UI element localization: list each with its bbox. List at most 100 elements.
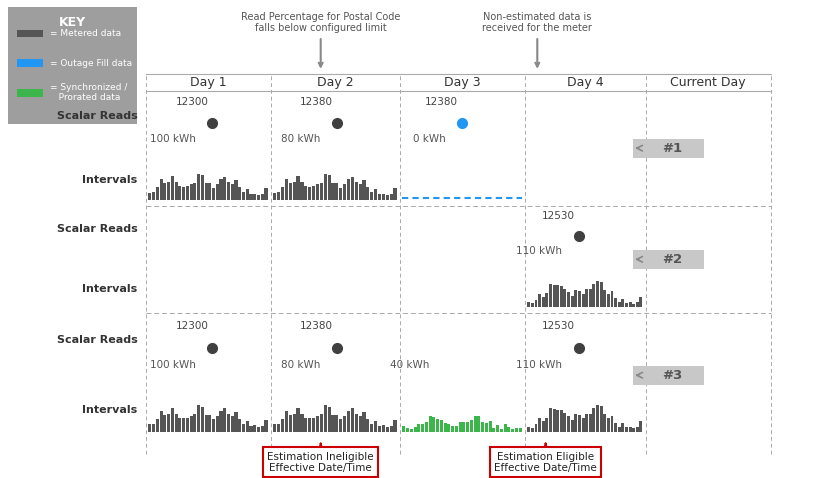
- Bar: [189, 184, 192, 200]
- Bar: [382, 425, 385, 432]
- Bar: [193, 183, 197, 200]
- Bar: [432, 417, 436, 432]
- Text: Read Percentage for Postal Code
falls below configured limit: Read Percentage for Postal Code falls be…: [241, 12, 401, 66]
- Bar: [332, 415, 335, 432]
- Bar: [250, 194, 252, 200]
- Bar: [500, 429, 503, 432]
- Bar: [281, 419, 284, 432]
- Bar: [265, 188, 267, 200]
- Bar: [208, 183, 212, 200]
- Bar: [297, 408, 300, 432]
- Bar: [488, 421, 491, 432]
- Bar: [592, 284, 596, 307]
- Bar: [571, 295, 574, 307]
- Bar: [204, 184, 207, 200]
- Bar: [578, 415, 581, 432]
- Bar: [443, 423, 446, 432]
- Bar: [538, 418, 541, 432]
- Bar: [231, 416, 234, 432]
- Bar: [292, 413, 296, 432]
- Bar: [436, 419, 439, 432]
- Text: Intervals: Intervals: [82, 284, 137, 294]
- Bar: [481, 422, 484, 432]
- Bar: [301, 182, 303, 200]
- Bar: [370, 193, 373, 200]
- Bar: [234, 180, 237, 200]
- Bar: [17, 59, 43, 67]
- Bar: [320, 183, 323, 200]
- Bar: [227, 414, 230, 432]
- Bar: [527, 303, 531, 307]
- Bar: [393, 188, 397, 200]
- Bar: [585, 413, 588, 432]
- Bar: [574, 414, 577, 432]
- Text: Current Day: Current Day: [671, 76, 746, 89]
- Text: Scalar Reads: Scalar Reads: [57, 336, 137, 346]
- Bar: [618, 426, 621, 432]
- Bar: [347, 179, 350, 200]
- Bar: [621, 299, 624, 307]
- Bar: [231, 184, 234, 200]
- Bar: [625, 303, 628, 307]
- Bar: [410, 429, 413, 432]
- Bar: [163, 415, 167, 432]
- Bar: [327, 175, 331, 200]
- Bar: [358, 416, 362, 432]
- Bar: [611, 292, 613, 307]
- Bar: [238, 419, 242, 432]
- Bar: [560, 286, 563, 307]
- Bar: [417, 424, 421, 432]
- Bar: [178, 186, 182, 200]
- Text: 12530: 12530: [541, 211, 575, 221]
- Bar: [186, 186, 189, 200]
- Bar: [335, 183, 338, 200]
- Bar: [603, 290, 606, 307]
- Text: Intervals: Intervals: [82, 175, 137, 185]
- Bar: [208, 415, 212, 432]
- Text: Estimation Eligible
Effective Date/Time: Estimation Eligible Effective Date/Time: [494, 444, 597, 473]
- Bar: [197, 174, 200, 200]
- Text: 80 kWh: 80 kWh: [282, 134, 321, 144]
- Text: Scalar Reads: Scalar Reads: [57, 224, 137, 234]
- Bar: [358, 184, 362, 200]
- Bar: [625, 427, 628, 432]
- Bar: [193, 414, 197, 432]
- Bar: [556, 410, 559, 432]
- Bar: [250, 426, 252, 432]
- Bar: [220, 179, 222, 200]
- Text: 12300: 12300: [176, 98, 208, 107]
- Bar: [171, 408, 174, 432]
- Bar: [589, 413, 591, 432]
- Bar: [156, 187, 159, 200]
- Bar: [556, 285, 559, 307]
- Bar: [585, 289, 588, 307]
- Bar: [212, 188, 215, 200]
- Text: 110 kWh: 110 kWh: [516, 246, 562, 256]
- Text: Estimation Ineligible
Effective Date/Time: Estimation Ineligible Effective Date/Tim…: [267, 444, 374, 473]
- Bar: [541, 421, 545, 432]
- Bar: [614, 298, 617, 307]
- Bar: [386, 196, 389, 200]
- Bar: [289, 183, 292, 200]
- Bar: [201, 407, 204, 432]
- Bar: [374, 421, 377, 432]
- Bar: [607, 418, 610, 432]
- Bar: [304, 418, 307, 432]
- Text: = Synchronized /
   Prorated data: = Synchronized / Prorated data: [50, 83, 127, 102]
- Bar: [159, 179, 162, 200]
- Bar: [216, 416, 219, 432]
- Bar: [370, 424, 373, 432]
- Bar: [600, 282, 602, 307]
- Bar: [632, 304, 636, 307]
- Bar: [600, 406, 602, 432]
- Text: 110 kWh: 110 kWh: [516, 360, 562, 370]
- Bar: [335, 415, 338, 432]
- Bar: [515, 428, 518, 432]
- Bar: [234, 412, 237, 432]
- Bar: [257, 196, 260, 200]
- Text: = Outage Fill data: = Outage Fill data: [50, 59, 132, 67]
- Text: Day 2: Day 2: [317, 76, 353, 89]
- Bar: [440, 420, 443, 432]
- Text: #2: #2: [662, 253, 683, 266]
- Bar: [362, 412, 366, 432]
